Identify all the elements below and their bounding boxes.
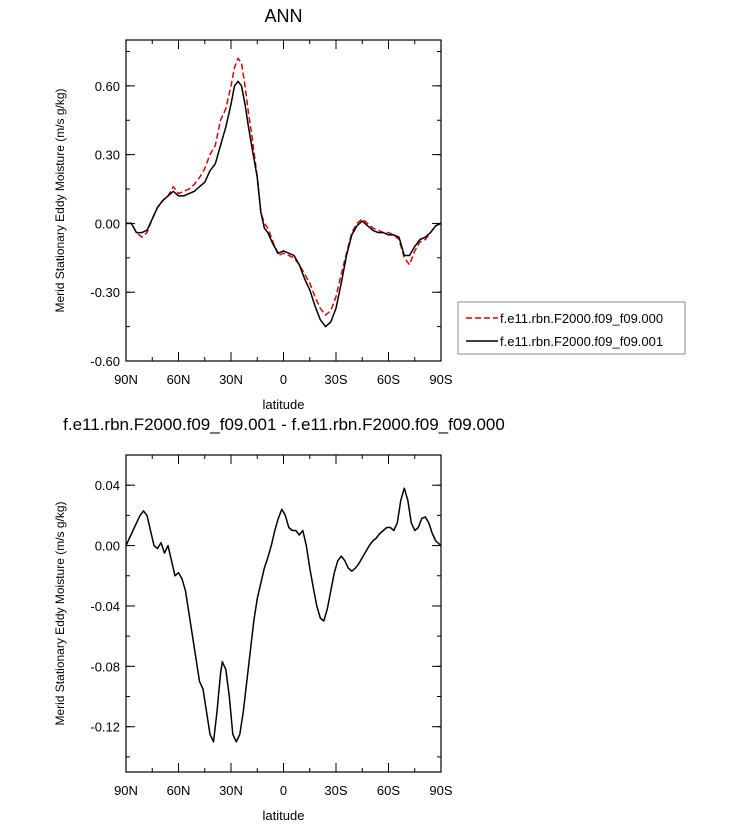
series-line-1 (125, 487, 442, 743)
plot-frame (125, 454, 442, 773)
x-tick-label: 90N (114, 372, 138, 387)
x-tick-label: 90N (114, 783, 138, 798)
y-tick-label: 0.30 (95, 148, 120, 163)
x-tick-label: 60S (377, 372, 400, 387)
x-tick-label: 0 (280, 372, 287, 387)
chart-panel-1: ANN 90N 60N 30N 0 30S 60S 90S latitude -0.60 -0.30… (53, 6, 686, 412)
y-tick-label: 0.04 (95, 478, 120, 493)
series-group (126, 57, 442, 328)
chart-title: f.e11.rbn.F2000.f09_f09.001 - f.e11.rbn.… (63, 415, 505, 434)
y-tick-label: -0.12 (90, 720, 120, 735)
x-tick-label: 60N (167, 372, 191, 387)
chart-title: ANN (264, 6, 302, 26)
x-tick-label: 60N (167, 783, 191, 798)
y-tick-label: -0.60 (90, 354, 120, 369)
x-tick-label: 30S (324, 372, 347, 387)
y-tick-label: 0.60 (95, 79, 120, 94)
x-tick-label: 90S (429, 783, 452, 798)
x-tick-label: 30N (219, 783, 243, 798)
y-tick-label: -0.04 (90, 599, 120, 614)
chart-panel-2: f.e11.rbn.F2000.f09_f09.001 - f.e11.rbn.… (53, 415, 505, 823)
legend: f.e11.rbn.F2000.f09_f09.000 f.e11.rbn.F20… (457, 301, 686, 355)
x-tick-label: 30N (219, 372, 243, 387)
y-axis-label: Merid Stationary Eddy Moisture (m/s g/kg… (53, 501, 67, 725)
y-tick-label: -0.08 (90, 659, 120, 674)
legend-box (457, 301, 686, 355)
legend-label-2: f.e11.rbn.F2000.f09_f09.001 (500, 334, 663, 349)
plot-frame (125, 39, 442, 362)
x-tick-label: 60S (377, 783, 400, 798)
x-tick-label: 90S (429, 372, 452, 387)
y-axis-label: Merid Stationary Eddy Moisture (m/s g/kg… (53, 88, 67, 312)
series-group (125, 487, 442, 743)
x-axis-label: latitude (263, 397, 305, 412)
y-tick-label: 0.00 (95, 539, 120, 554)
y-tick-label: 0.00 (95, 216, 120, 231)
x-tick-label: 0 (280, 783, 287, 798)
series-line-1 (126, 57, 442, 316)
x-tick-label: 30S (324, 783, 347, 798)
legend-label-1: f.e11.rbn.F2000.f09_f09.000 (500, 311, 663, 326)
x-axis-label: latitude (263, 808, 305, 823)
series-line-2 (126, 80, 442, 328)
y-tick-label: -0.30 (90, 285, 120, 300)
